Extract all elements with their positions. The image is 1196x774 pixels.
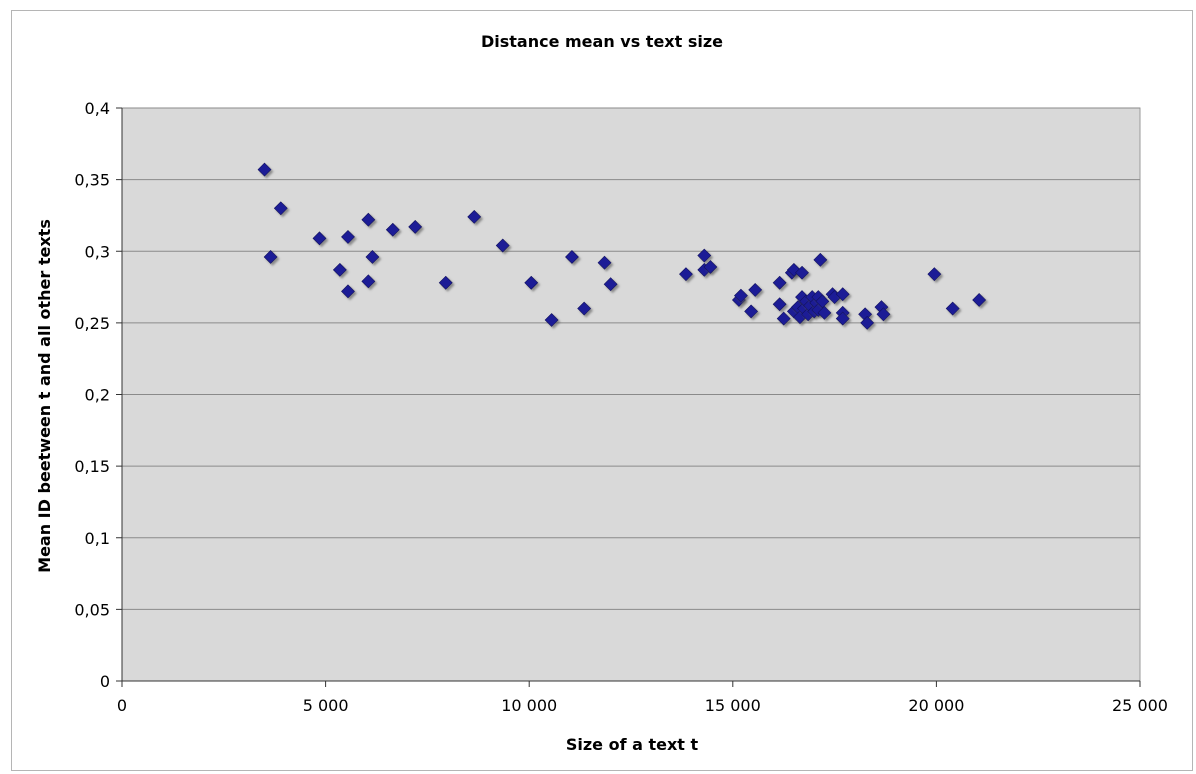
y-tick-label: 0,15 bbox=[74, 457, 110, 476]
data-point bbox=[860, 315, 875, 330]
x-tick-label: 5 000 bbox=[303, 696, 349, 715]
data-point bbox=[835, 287, 850, 302]
x-tick-label: 10 000 bbox=[501, 696, 557, 715]
x-tick-label: 0 bbox=[117, 696, 127, 715]
data-point bbox=[577, 301, 592, 316]
data-point bbox=[734, 288, 748, 303]
data-point bbox=[341, 284, 355, 299]
data-point bbox=[748, 283, 763, 297]
y-axis-label: Mean ID beetween t and all other texts bbox=[35, 219, 54, 573]
data-point bbox=[876, 307, 891, 322]
data-point bbox=[263, 250, 278, 264]
data-point bbox=[817, 305, 832, 320]
y-tick-label: 0,25 bbox=[74, 314, 110, 333]
data-point bbox=[365, 250, 380, 264]
x-tick-label: 20 000 bbox=[908, 696, 964, 715]
data-point bbox=[744, 304, 759, 319]
data-point bbox=[772, 297, 787, 312]
data-point bbox=[776, 311, 791, 326]
data-point bbox=[945, 301, 960, 316]
data-point bbox=[495, 238, 510, 253]
y-tick-label: 0 bbox=[100, 672, 110, 691]
data-point bbox=[597, 255, 612, 270]
data-point bbox=[361, 274, 376, 289]
data-point bbox=[815, 294, 830, 309]
data-point bbox=[679, 267, 693, 282]
gridlines bbox=[122, 107, 1140, 610]
data-point bbox=[341, 230, 355, 244]
data-point bbox=[835, 311, 850, 326]
data-point bbox=[257, 162, 272, 177]
y-tick-label: 0,05 bbox=[74, 600, 110, 619]
data-point bbox=[361, 212, 376, 227]
data-point bbox=[524, 275, 539, 290]
y-tick-label: 0,4 bbox=[85, 99, 110, 118]
data-point bbox=[703, 260, 718, 274]
data-point bbox=[603, 277, 618, 292]
data-point bbox=[467, 209, 482, 224]
chart-title: Distance mean vs text size bbox=[481, 32, 723, 51]
data-point bbox=[408, 219, 423, 234]
data-point bbox=[544, 313, 559, 327]
x-tick-labels: 0 5 000 10 000 15 000 20 000 25 000 bbox=[117, 681, 1168, 715]
y-tick-label: 0,1 bbox=[85, 529, 110, 548]
data-point bbox=[927, 267, 942, 282]
data-point bbox=[972, 293, 987, 307]
x-tick-label: 15 000 bbox=[705, 696, 761, 715]
data-points bbox=[257, 162, 987, 330]
data-point bbox=[795, 265, 809, 280]
data-point bbox=[813, 252, 828, 267]
y-tick-label: 0,2 bbox=[85, 386, 110, 405]
y-tick-label: 0,35 bbox=[74, 171, 110, 190]
data-point bbox=[273, 201, 288, 216]
x-tick-label: 25 000 bbox=[1112, 696, 1168, 715]
y-tick-label: 0,3 bbox=[85, 242, 110, 261]
y-tick-labels: 0 0,05 0,1 0,15 0,2 0,25 0,3 0,35 0,4 bbox=[74, 99, 122, 691]
data-point bbox=[332, 262, 347, 277]
data-point bbox=[312, 231, 327, 246]
data-point bbox=[565, 250, 579, 264]
data-point bbox=[385, 222, 400, 237]
data-point bbox=[697, 248, 712, 263]
data-point bbox=[772, 275, 787, 290]
data-point bbox=[438, 275, 453, 290]
x-axis-label: Size of a text t bbox=[566, 735, 699, 754]
